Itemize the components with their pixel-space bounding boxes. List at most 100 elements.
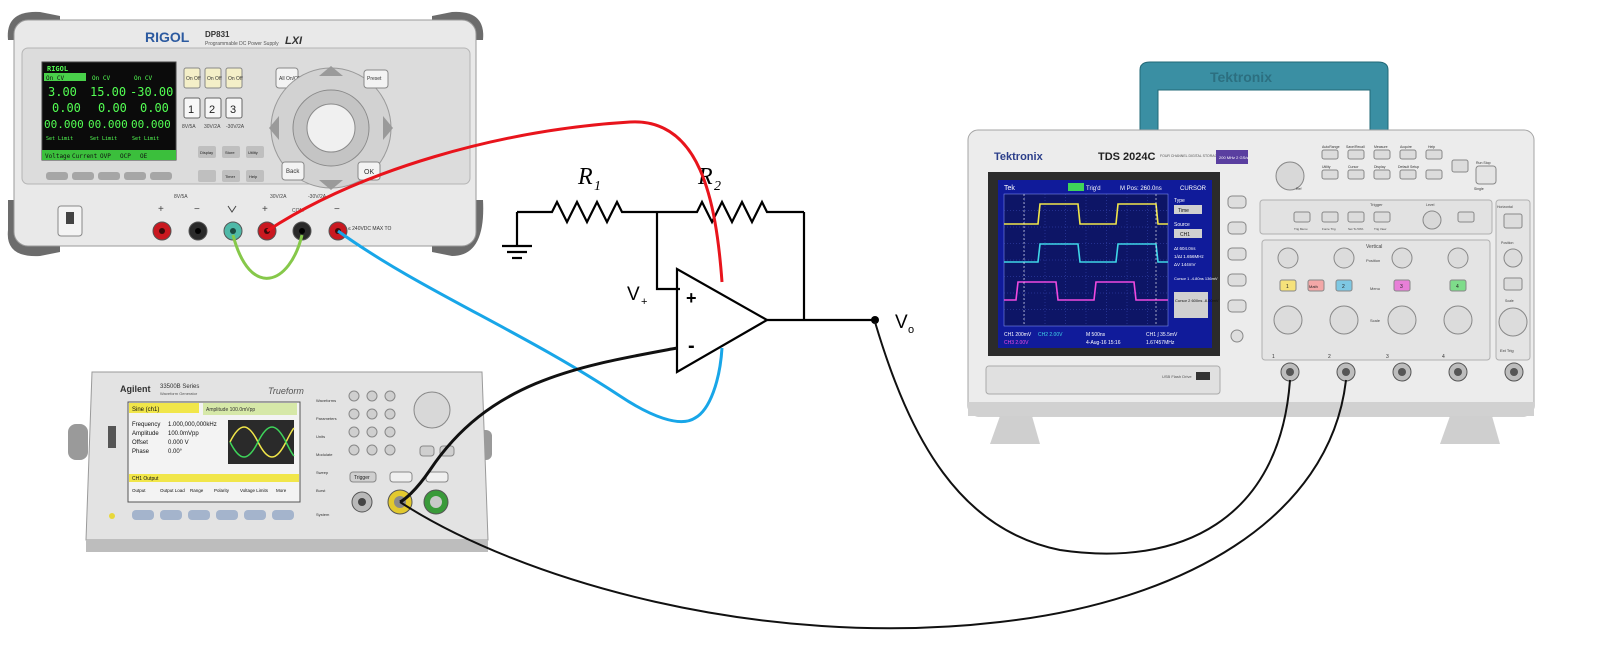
- osc-option-button[interactable]: [1227, 247, 1247, 261]
- osc-top-button[interactable]: [1347, 169, 1365, 180]
- fg-key[interactable]: [366, 444, 378, 456]
- osc-set-50-button[interactable]: [1347, 211, 1365, 223]
- osc-top-label-12: Single: [1474, 187, 1484, 191]
- ps-back-button[interactable]: [281, 161, 305, 181]
- fg-softkey[interactable]: [272, 510, 294, 520]
- fg-key[interactable]: [348, 390, 360, 402]
- osc-trig-menu-button[interactable]: [1293, 211, 1311, 223]
- osc-ch1-position-knob[interactable]: [1277, 247, 1299, 269]
- osc-set-zero-button[interactable]: [1503, 213, 1523, 229]
- osc-ch2-button[interactable]: [1335, 279, 1353, 292]
- ps-store-button[interactable]: [222, 146, 240, 158]
- osc-usb-port[interactable]: [1196, 372, 1210, 380]
- ps-on-off-1[interactable]: [183, 67, 201, 89]
- osc-ch4-scale-knob[interactable]: [1443, 305, 1473, 335]
- osc-top-button[interactable]: [1451, 159, 1469, 173]
- osc-ch4-button[interactable]: [1449, 279, 1467, 292]
- ps-soft-button[interactable]: [124, 172, 146, 180]
- osc-ch2-position-knob[interactable]: [1333, 247, 1355, 269]
- fg-key[interactable]: [384, 390, 396, 402]
- fg-key[interactable]: [384, 426, 396, 438]
- osc-top-button[interactable]: [1321, 149, 1339, 160]
- osc-option-button[interactable]: [1227, 299, 1247, 313]
- fg-side-key-2[interactable]: Parameters: [316, 416, 337, 421]
- fg-side-key-6[interactable]: Burst: [316, 488, 326, 493]
- fg-softkey[interactable]: [244, 510, 266, 520]
- fg-key[interactable]: [366, 390, 378, 402]
- fg-softkey[interactable]: [216, 510, 238, 520]
- fg-side-key-1[interactable]: Waveforms: [316, 398, 336, 403]
- fg-ch1-button[interactable]: [389, 471, 413, 483]
- ps-utility-button[interactable]: [246, 146, 264, 158]
- osc-trigger-level-knob[interactable]: [1422, 210, 1442, 230]
- ps-on-off-2[interactable]: [204, 67, 222, 89]
- fg-softkey[interactable]: [188, 510, 210, 520]
- fg-key[interactable]: [348, 408, 360, 420]
- fg-side-key-5[interactable]: Sweep: [316, 470, 329, 475]
- osc-ch3-position-knob[interactable]: [1391, 247, 1413, 269]
- osc-top-button[interactable]: [1399, 149, 1417, 160]
- osc-force-trig-button[interactable]: [1321, 211, 1339, 223]
- ps-right-arrow-icon[interactable]: [383, 116, 393, 140]
- fg-key[interactable]: [384, 444, 396, 456]
- fg-usb-port[interactable]: [108, 426, 116, 448]
- ps-help-button[interactable]: [246, 170, 264, 182]
- fg-knob[interactable]: [413, 391, 451, 429]
- osc-ch1-button[interactable]: [1279, 279, 1297, 292]
- fg-softkey[interactable]: [132, 510, 154, 520]
- ps-on-off-3[interactable]: [225, 67, 243, 89]
- osc-run-stop-button[interactable]: [1475, 165, 1497, 185]
- osc-trig-view-button[interactable]: [1373, 211, 1391, 223]
- osc-h-position-knob[interactable]: [1503, 248, 1523, 268]
- osc-top-button[interactable]: [1373, 149, 1391, 160]
- fg-key[interactable]: [348, 426, 360, 438]
- osc-top-button[interactable]: [1399, 169, 1417, 180]
- ps-ch-button-2[interactable]: [204, 97, 222, 119]
- fg-side-key-3[interactable]: Units: [316, 434, 325, 439]
- osc-option-button[interactable]: [1227, 273, 1247, 287]
- osc-top-button[interactable]: [1373, 169, 1391, 180]
- ps-up-arrow-icon[interactable]: [319, 66, 343, 76]
- ps-ch2-tag: On CV: [92, 75, 110, 82]
- ps-preset-button[interactable]: [363, 69, 389, 89]
- ps-knob[interactable]: [306, 103, 356, 153]
- ps-soft-button[interactable]: [72, 172, 94, 180]
- ps-soft-button[interactable]: [46, 172, 68, 180]
- osc-top-button[interactable]: [1425, 169, 1443, 180]
- ps-display-button[interactable]: [198, 146, 216, 158]
- osc-ch2-scale-knob[interactable]: [1329, 305, 1359, 335]
- fg-key[interactable]: [366, 426, 378, 438]
- fg-side-key-7[interactable]: System: [316, 512, 330, 517]
- fg-softkey[interactable]: [160, 510, 182, 520]
- osc-multipurpose-knob[interactable]: [1275, 161, 1305, 191]
- fg-trigger-button[interactable]: [349, 471, 377, 483]
- osc-ch3-button[interactable]: [1393, 279, 1411, 292]
- osc-h-scale-knob[interactable]: [1498, 307, 1528, 337]
- fg-key[interactable]: [384, 408, 396, 420]
- osc-option-round-button[interactable]: [1230, 329, 1244, 343]
- fg-side-key-4[interactable]: Modulate: [316, 452, 333, 457]
- ps-ch-button-1[interactable]: [183, 97, 201, 119]
- osc-math-button[interactable]: [1307, 279, 1325, 292]
- ps-left-arrow-icon[interactable]: [269, 116, 279, 140]
- fg-arrow-left[interactable]: [419, 445, 435, 457]
- fg-wave-ch2: [229, 426, 295, 458]
- osc-top-button[interactable]: [1347, 149, 1365, 160]
- osc-top-button[interactable]: [1425, 149, 1443, 160]
- osc-ch3-scale-knob[interactable]: [1387, 305, 1417, 335]
- osc-ch4-position-knob[interactable]: [1447, 247, 1469, 269]
- osc-trig-extra-button[interactable]: [1457, 211, 1475, 223]
- fg-key[interactable]: [348, 444, 360, 456]
- fg-key[interactable]: [366, 408, 378, 420]
- osc-top-button[interactable]: [1321, 169, 1339, 180]
- ps-soft-button[interactable]: [150, 172, 172, 180]
- ps-ch-button-3[interactable]: [225, 97, 243, 119]
- osc-option-button[interactable]: [1227, 221, 1247, 235]
- osc-h-menu-button[interactable]: [1503, 277, 1523, 291]
- osc-option-button[interactable]: [1227, 195, 1247, 209]
- ps-recall-button[interactable]: [198, 170, 216, 182]
- ps-soft-button[interactable]: [98, 172, 120, 180]
- ps-timer-button[interactable]: [222, 170, 240, 182]
- osc-ch1-scale-knob[interactable]: [1273, 305, 1303, 335]
- ps-down-arrow-icon[interactable]: [319, 180, 343, 190]
